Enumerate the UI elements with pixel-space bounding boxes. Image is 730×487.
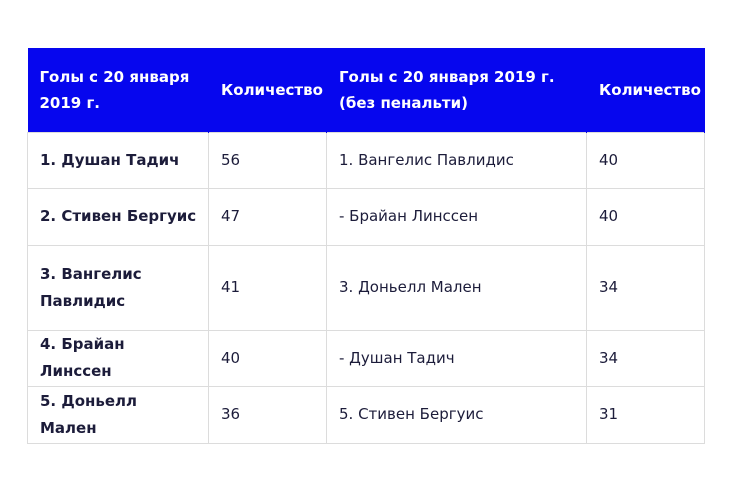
goals-count-total: 56: [208, 131, 327, 189]
goals-count-no-penalty: 31: [586, 385, 705, 444]
table-header: Голы с 20 января 2019 г. Количество Голы…: [27, 48, 705, 132]
header-goals-total: Голы с 20 января 2019 г.: [27, 48, 209, 132]
player-name-no-penalty: - Брайан Линссен: [326, 187, 587, 246]
player-name-total: 5. Доньелл Мален: [27, 385, 209, 444]
table-row: 3. Вангелис Павлидис 41 3. Доньелл Мален…: [27, 244, 705, 331]
player-name-total: 1. Душан Тадич: [27, 131, 209, 189]
goals-count-no-penalty: 34: [586, 329, 705, 387]
goals-count-total: 47: [208, 187, 327, 246]
goals-count-no-penalty: 40: [586, 187, 705, 246]
goals-count-total: 40: [208, 329, 327, 387]
header-count-no-penalty: Количество: [586, 48, 705, 132]
table-body: 1. Душан Тадич 56 1. Вангелис Павлидис 4…: [27, 131, 705, 444]
header-row: Голы с 20 января 2019 г. Количество Голы…: [27, 48, 705, 132]
goals-count-total: 36: [208, 385, 327, 444]
header-goals-no-penalty: Голы с 20 января 2019 г. (без пенальти): [326, 48, 587, 132]
goals-count-total: 41: [208, 244, 327, 331]
player-name-no-penalty: 3. Доньелл Мален: [326, 244, 587, 331]
player-name-no-penalty: - Душан Тадич: [326, 329, 587, 387]
goals-count-no-penalty: 40: [586, 131, 705, 189]
table-row: 5. Доньелл Мален 36 5. Стивен Бергуис 31: [27, 385, 705, 444]
table-row: 2. Стивен Бергуис 47 - Брайан Линссен 40: [27, 187, 705, 246]
player-name-no-penalty: 1. Вангелис Павлидис: [326, 131, 587, 189]
goals-table: Голы с 20 января 2019 г. Количество Голы…: [27, 48, 705, 444]
player-name-total: 3. Вангелис Павлидис: [27, 244, 209, 331]
player-name-no-penalty: 5. Стивен Бергуис: [326, 385, 587, 444]
goals-count-no-penalty: 34: [586, 244, 705, 331]
header-count-total: Количество: [208, 48, 327, 132]
table-row: 4. Брайан Линссен 40 - Душан Тадич 34: [27, 329, 705, 387]
player-name-total: 4. Брайан Линссен: [27, 329, 209, 387]
player-name-total: 2. Стивен Бергуис: [27, 187, 209, 246]
table-row: 1. Душан Тадич 56 1. Вангелис Павлидис 4…: [27, 131, 705, 189]
